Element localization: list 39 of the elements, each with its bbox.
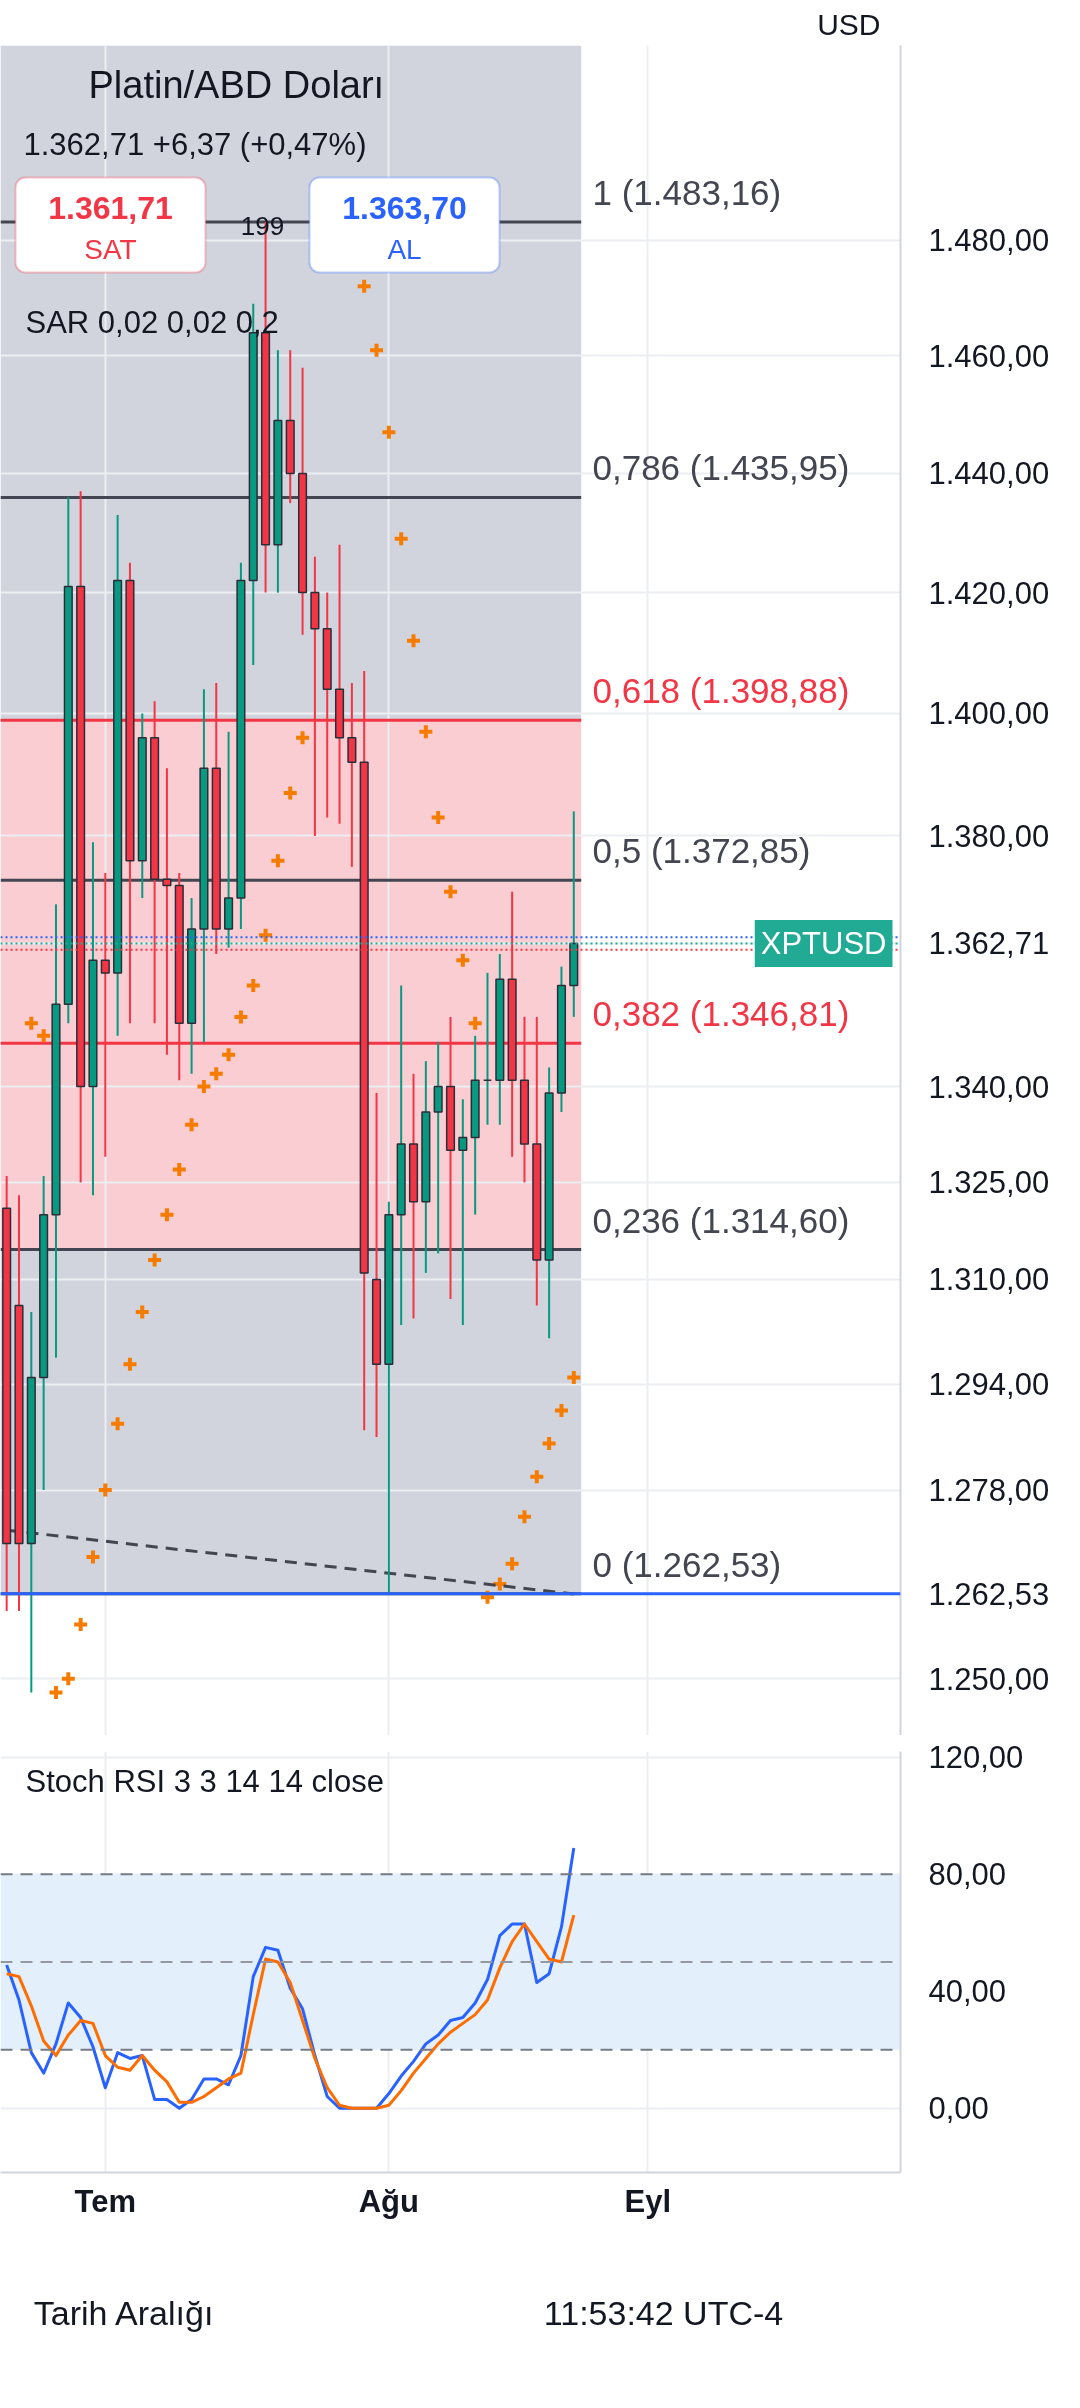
y-tick-label: 1.440,00 — [928, 456, 1050, 492]
ref-line-label: 0,382 (1.346,81) — [592, 994, 850, 1034]
annotation: 1.361,71 — [48, 189, 173, 226]
ref-line-label: 0,786 (1.435,95) — [592, 448, 850, 488]
y-tick-label: 1.480,00 — [928, 223, 1050, 259]
annotation: XPTUSD — [760, 925, 887, 961]
y-tick-label: 1.362,71 — [928, 926, 1050, 962]
y-tick-label: 1.400,00 — [928, 696, 1050, 732]
annotation: 1.363,70 — [342, 189, 467, 226]
x-tick-label: Tem — [74, 2183, 137, 2219]
y-tick-label: 1.380,00 — [928, 818, 1050, 854]
ref-line-label: 0,5 (1.372,85) — [592, 831, 811, 871]
ref-line-label: 1 (1.483,16) — [592, 172, 782, 212]
y-tick-label: 1.262,53 — [928, 1576, 1050, 1612]
y-tick-label: 1.460,00 — [928, 338, 1050, 374]
text: Tarih Aralığı — [33, 2293, 214, 2332]
y-tick-label: 1.420,00 — [928, 575, 1050, 611]
y-tick-label: 80,00 — [928, 1857, 1007, 1893]
y-tick-label: 1.340,00 — [928, 1069, 1050, 1105]
annotation: SAT — [84, 234, 137, 265]
y-tick-label: 1.294,00 — [928, 1367, 1050, 1403]
annotation: 1.362,71 +6,37 (+0,47%) — [23, 127, 367, 162]
y-tick-label: 1.325,00 — [928, 1165, 1050, 1201]
y-tick-label: 120,00 — [928, 1740, 1024, 1776]
ref-line-label: 0 (1.262,53) — [592, 1544, 782, 1584]
ref-line-label: 0,618 (1.398,88) — [592, 671, 850, 711]
x-tick-label: Ağu — [358, 2183, 419, 2219]
x-tick-label: Eyl — [624, 2183, 672, 2219]
y-tick-label: 40,00 — [928, 1974, 1007, 2010]
text: Platin/ABD Doları — [88, 63, 385, 106]
y-tick-label: 1.250,00 — [928, 1661, 1050, 1697]
y-tick-label: 0,00 — [928, 2091, 989, 2127]
y-tick-label: 1.278,00 — [928, 1473, 1050, 1509]
text: USD — [817, 7, 881, 41]
ref-line-label: 0,236 (1.314,60) — [592, 1200, 850, 1240]
text: 11:53:42 UTC-4 — [543, 2293, 784, 2332]
annotation: AL — [387, 234, 422, 265]
y-tick-label: 1.310,00 — [928, 1262, 1050, 1298]
chart-title: Stoch RSI 3 3 14 14 close — [25, 1764, 384, 1799]
